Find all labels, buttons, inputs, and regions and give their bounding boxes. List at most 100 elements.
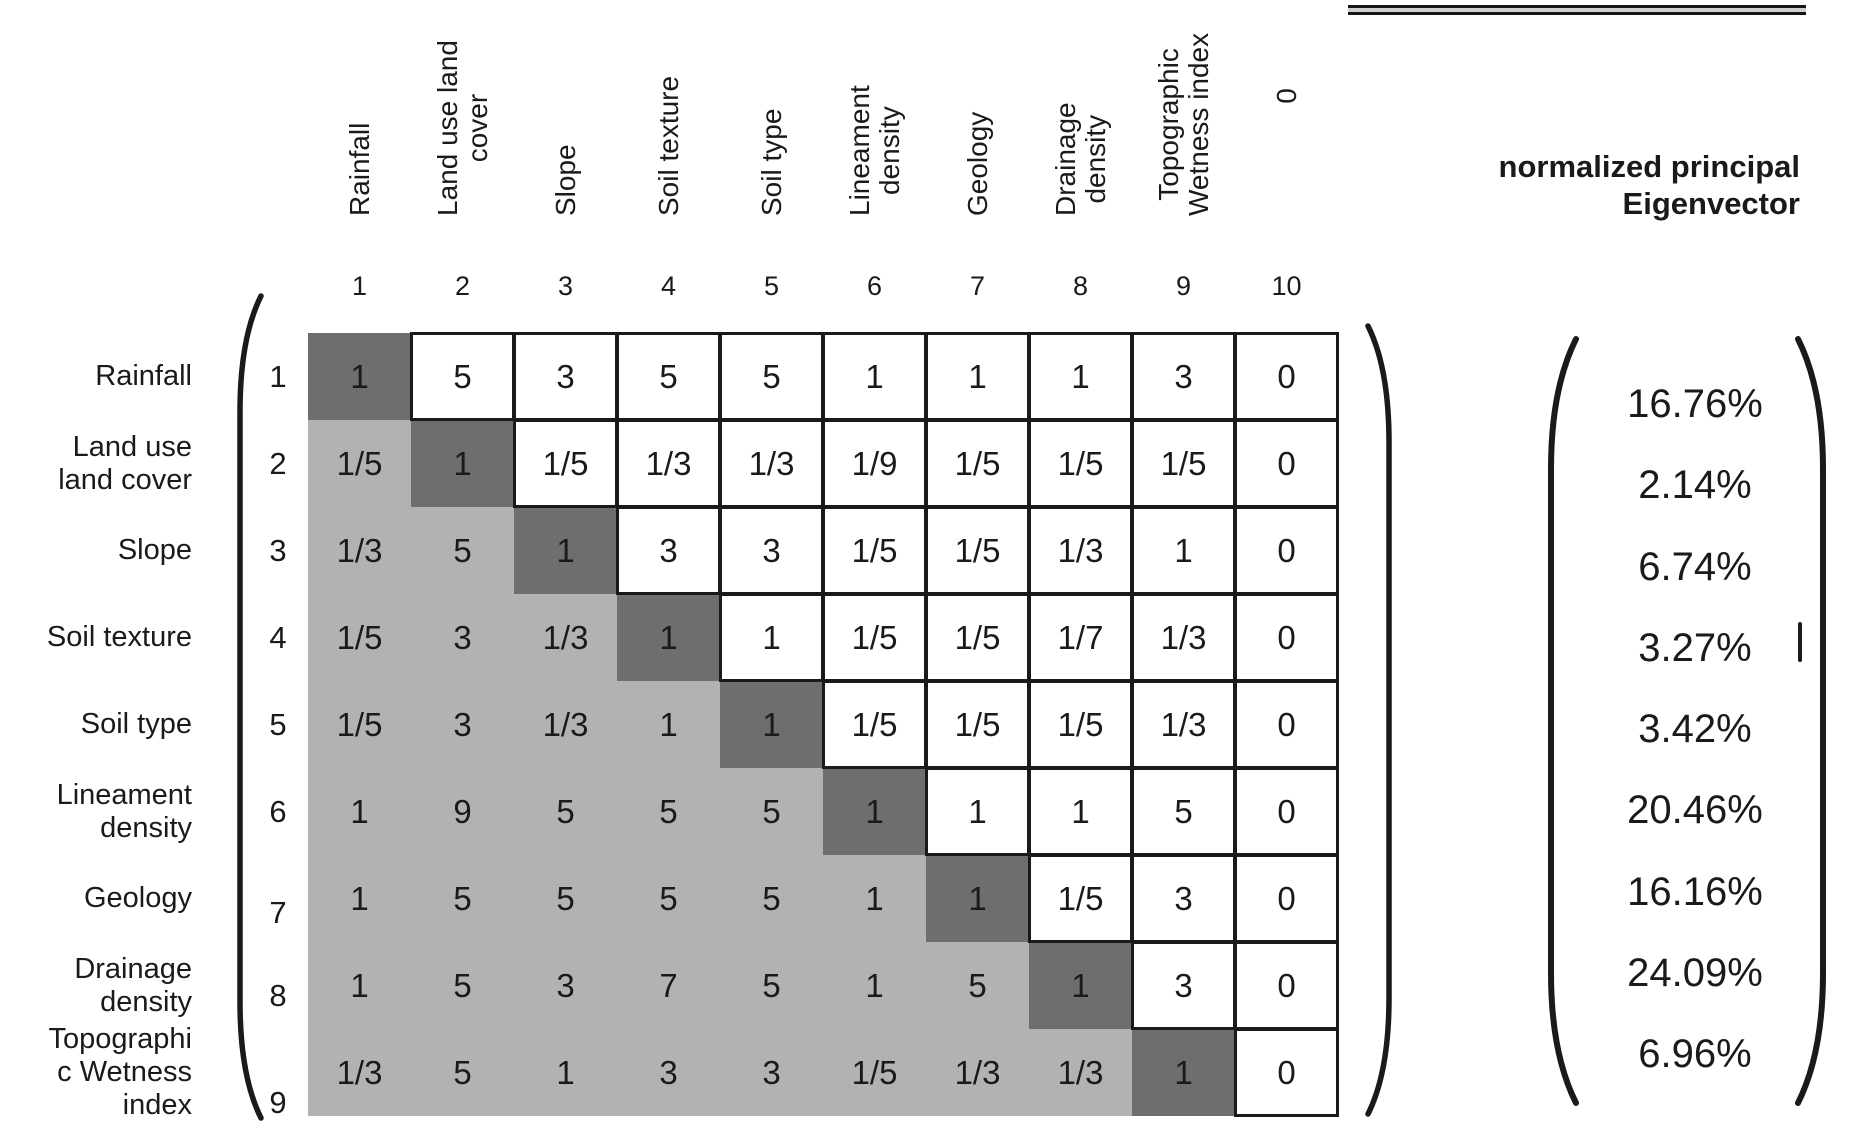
column-number-9: 9 xyxy=(1175,271,1192,301)
matrix-cell-r3-c10: 0 xyxy=(1234,506,1339,595)
column-header-2-text: Land use land cover xyxy=(431,40,493,216)
eigenvector-value-8: 24.09% xyxy=(1627,950,1763,995)
matrix-cell-r2-c9: 1/5 xyxy=(1131,419,1236,508)
matrix-cell-r3-c8: 1/3 xyxy=(1028,506,1133,595)
matrix-cell-r6-c2: 9 xyxy=(411,768,514,855)
row-label-1: Rainfall xyxy=(0,360,192,393)
matrix-cell-r4-c6: 1/5 xyxy=(822,593,927,682)
column-number-3: 3 xyxy=(557,271,574,301)
matrix-cell-r3-c9: 1 xyxy=(1131,506,1236,595)
row-number-3: 3 xyxy=(269,532,287,568)
row-label-8-line-2: density xyxy=(100,985,192,1018)
matrix-cell-r2-c1: 1/5 xyxy=(308,420,411,507)
matrix-cell-r4-c5: 1 xyxy=(719,593,824,682)
matrix-cell-r5-c9: 1/3 xyxy=(1131,680,1236,769)
matrix-cell-r8-c10: 0 xyxy=(1234,941,1339,1030)
row-label-9-line-3: index xyxy=(122,1089,192,1121)
row-label-6-line-1: Lineament xyxy=(56,778,192,811)
matrix-cell-r6-c8: 1 xyxy=(1028,767,1133,856)
column-number-5: 5 xyxy=(763,271,780,301)
row-label-4: Soil texture xyxy=(0,621,192,654)
matrix-cell-r1-c5: 5 xyxy=(719,332,824,421)
eigenvector-value-9: 6.96% xyxy=(1638,1032,1752,1076)
matrix-cell-r7-c4: 5 xyxy=(617,855,720,942)
eigenvector-value-3: 6.74% xyxy=(1638,544,1752,589)
matrix-cell-r8-c5: 5 xyxy=(720,942,823,1029)
matrix-cell-r8-c4: 7 xyxy=(617,942,720,1029)
matrix-cell-r1-c8: 1 xyxy=(1028,332,1133,421)
column-header-5-text: Soil type xyxy=(756,109,787,216)
matrix-cell-r3-c6: 1/5 xyxy=(822,506,927,595)
matrix-cell-r2-c7: 1/5 xyxy=(925,419,1030,508)
matrix-cell-r9-c9: 1 xyxy=(1132,1029,1235,1116)
matrix-cell-r8-c1: 1 xyxy=(308,942,411,1029)
matrix-cell-r1-c3: 3 xyxy=(513,332,618,421)
matrix-cell-r8-c3: 3 xyxy=(514,942,617,1029)
matrix-right-paren xyxy=(1365,323,1392,1117)
matrix-cell-r9-c8: 1/3 xyxy=(1029,1029,1132,1116)
column-header-7-text: Geology xyxy=(961,111,993,216)
matrix-cell-r1-c9: 3 xyxy=(1131,332,1236,421)
column-header-7-line-1: Geology xyxy=(961,111,993,216)
eigenvector-title-line-1: normalized principal xyxy=(1498,149,1800,184)
matrix-cell-r8-c2: 5 xyxy=(411,942,514,1029)
row-label-3-line-1: Slope xyxy=(117,534,192,566)
matrix-cell-r7-c5: 5 xyxy=(720,855,823,942)
top-double-rule xyxy=(1348,5,1806,15)
column-header-4: Soil texture xyxy=(653,0,684,216)
matrix-cell-r4-c4: 1 xyxy=(617,594,720,681)
matrix-cell-r2-c4: 1/3 xyxy=(616,419,721,508)
matrix-cell-r9-c3: 1 xyxy=(514,1029,617,1116)
matrix-cell-r4-c10: 0 xyxy=(1234,593,1339,682)
column-header-9-line-2: Wetness index xyxy=(1182,32,1214,216)
matrix-cell-r2-c10: 0 xyxy=(1234,419,1339,508)
column-header-8-line-2: density xyxy=(1079,114,1111,204)
matrix-cell-r2-c2: 1 xyxy=(411,420,514,507)
column-header-3: Slope xyxy=(550,0,581,216)
row-label-2-line-2: land cover xyxy=(58,463,192,496)
matrix-cell-r7-c8: 1/5 xyxy=(1028,854,1133,943)
eigenvector-title-line-2: Eigenvector xyxy=(1622,186,1800,221)
matrix-cell-r7-c1: 1 xyxy=(308,855,411,942)
column-header-9-text: Topographic Wetness index xyxy=(1153,32,1214,216)
column-header-2-line-2: cover xyxy=(461,93,493,163)
eigenvector-value-7: 16.16% xyxy=(1627,869,1763,914)
row-label-2-line-1: Land use xyxy=(72,430,192,463)
matrix-cell-r6-c9: 5 xyxy=(1131,767,1236,856)
column-header-8-text: Drainage density xyxy=(1050,102,1111,216)
matrix-cell-r5-c5: 1 xyxy=(720,681,823,768)
matrix-cell-r7-c2: 5 xyxy=(411,855,514,942)
column-header-8: Drainage density xyxy=(1050,0,1111,216)
matrix-cell-r3-c5: 3 xyxy=(719,506,824,595)
matrix-cell-r6-c1: 1 xyxy=(308,768,411,855)
matrix-cell-r7-c9: 3 xyxy=(1131,854,1236,943)
column-header-1: Rainfall xyxy=(344,0,375,216)
matrix-cell-r9-c10: 0 xyxy=(1234,1028,1339,1117)
row-number-6: 6 xyxy=(269,793,287,829)
column-header-6-text: Lineament density xyxy=(844,85,905,216)
eigenvector-left-paren xyxy=(1548,336,1579,1106)
column-header-2-line-1: Land use land xyxy=(431,40,463,216)
row-number-2: 2 xyxy=(269,445,287,481)
row-number-1: 1 xyxy=(269,358,287,394)
column-number-2: 2 xyxy=(454,271,471,301)
matrix-cell-r9-c4: 3 xyxy=(617,1029,720,1116)
row-number-9: 9 xyxy=(269,1084,287,1120)
matrix-cell-r3-c2: 5 xyxy=(411,507,514,594)
matrix-cell-r6-c7: 1 xyxy=(925,767,1030,856)
matrix-cell-r5-c2: 3 xyxy=(411,681,514,768)
matrix-cell-r1-c7: 1 xyxy=(925,332,1030,421)
matrix-cell-r8-c6: 1 xyxy=(823,942,926,1029)
column-number-10: 10 xyxy=(1271,271,1302,301)
row-number-4: 4 xyxy=(269,619,287,655)
matrix-cell-r1-c4: 5 xyxy=(616,332,721,421)
eigenvector-value-5: 3.42% xyxy=(1638,707,1752,751)
stray-tick-mark xyxy=(1798,622,1802,662)
column-number-1: 1 xyxy=(351,271,368,301)
matrix-cell-r4-c2: 3 xyxy=(411,594,514,681)
matrix-cell-r1-c10: 0 xyxy=(1234,332,1339,421)
column-header-4-text: Soil texture xyxy=(653,76,684,216)
matrix-cell-r4-c3: 1/3 xyxy=(514,594,617,681)
row-label-7: Geology xyxy=(0,882,192,915)
